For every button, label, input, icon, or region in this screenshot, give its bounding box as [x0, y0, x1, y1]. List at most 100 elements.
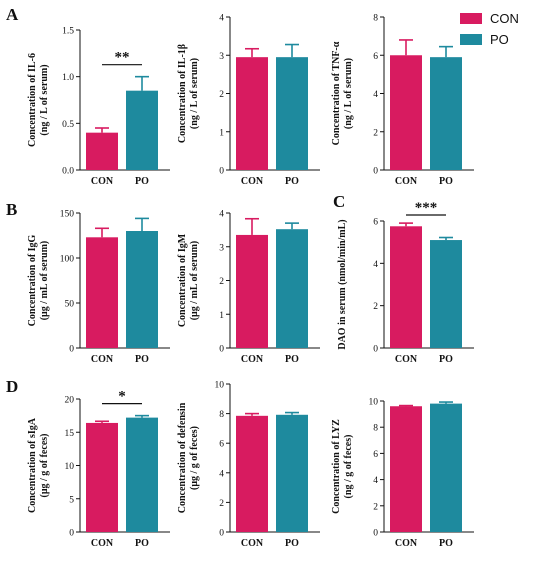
- bar-con: [236, 234, 268, 348]
- bar-po: [276, 57, 308, 170]
- y-tick-label: 15: [65, 429, 75, 439]
- bar-con: [390, 55, 422, 170]
- chart-3: 0 2 4 6 8 Concentration of TNF-α (ng / L of se…: [331, 14, 474, 187]
- legend: CON PO: [460, 11, 519, 47]
- bar-po: [430, 403, 462, 532]
- chart-7: 0 5 10 15 20 Concentration of sIgA (μg / g of …: [27, 389, 170, 549]
- y-axis-label: Concentration of IL-1β: [177, 44, 188, 143]
- y-tick-label: 2: [219, 277, 224, 287]
- bar-po: [126, 231, 158, 348]
- y-tick-label: 3: [219, 243, 224, 253]
- significance-label: **: [115, 50, 130, 66]
- legend-label-con: CON: [490, 11, 519, 26]
- y-tick-label: 4: [373, 476, 378, 486]
- y-tick-label: 6: [373, 450, 378, 460]
- y-tick-label: 10: [369, 398, 379, 408]
- bar-po: [430, 57, 462, 170]
- panel-letter-b: B: [6, 200, 17, 219]
- y-tick-label: 4: [373, 260, 378, 270]
- significance-label: ***: [415, 200, 438, 216]
- y-tick-label: 20: [65, 396, 75, 406]
- bar-po: [126, 90, 158, 170]
- y-tick-label: 8: [373, 424, 378, 434]
- y-axis-label: (μg / g of feces): [39, 434, 50, 498]
- y-tick-label: 0: [373, 345, 378, 355]
- y-axis-label: Concentration of defensin: [177, 402, 188, 513]
- y-tick-label: 10: [215, 381, 225, 391]
- y-tick-label: 2: [373, 302, 378, 312]
- category-label: CON: [395, 538, 418, 549]
- y-axis-label: Concentration of TNF-α: [331, 41, 342, 145]
- chart-8: 0 2 4 6 8 10 Concentration of defensin (μg / g …: [177, 381, 320, 549]
- category-label: CON: [241, 538, 264, 549]
- bar-con: [86, 422, 118, 532]
- bar-con: [390, 226, 422, 348]
- y-tick-label: 50: [65, 300, 75, 310]
- y-axis-label: (μg / mL of serum): [189, 241, 200, 321]
- y-tick-label: 4: [219, 14, 224, 24]
- y-axis-label: Concentration of LYZ: [331, 419, 342, 514]
- y-axis-label: Concentration of IgG: [27, 234, 38, 326]
- y-axis-label: Concentration of sIgA: [27, 417, 38, 513]
- panel-letter-c: C: [333, 192, 345, 211]
- bar-con: [86, 132, 118, 170]
- chart-4: 0 50 100 150 Concentration of IgG (μg / mL of…: [27, 210, 170, 365]
- category-label: CON: [241, 176, 264, 187]
- category-label: PO: [439, 176, 453, 187]
- y-tick-label: 1: [219, 311, 224, 321]
- category-label: CON: [241, 354, 264, 365]
- y-tick-label: 2: [219, 90, 224, 100]
- chart-5: 0 1 2 3 4 Concentration of IgM (μg / mL of ser…: [177, 210, 320, 365]
- bar-po: [276, 229, 308, 348]
- y-tick-label: 0: [219, 529, 224, 539]
- category-label: PO: [135, 538, 149, 549]
- bar-con: [86, 237, 118, 348]
- bar-con: [236, 57, 268, 170]
- panel-letter-a: A: [6, 5, 19, 24]
- y-axis-label: (ng / L of serum): [343, 58, 354, 129]
- category-label: CON: [91, 176, 114, 187]
- y-tick-label: 4: [219, 210, 224, 220]
- chart-1: 0.0 0.5 1.0 1.5 Concentration of IL-6 (ng / L…: [27, 27, 170, 187]
- y-tick-label: 0: [219, 167, 224, 177]
- category-label: CON: [395, 354, 418, 365]
- y-tick-label: 0: [69, 345, 74, 355]
- y-tick-label: 0: [69, 529, 74, 539]
- y-axis-label: (μg / mL of serum): [39, 241, 50, 321]
- y-tick-label: 6: [373, 218, 378, 228]
- y-tick-label: 8: [373, 14, 378, 24]
- chart-9: 0 2 4 6 8 10 Concentration of LYZ (ng / g of fe…: [331, 398, 474, 549]
- y-axis-label: (ng / L of serum): [189, 58, 200, 129]
- category-label: PO: [285, 176, 299, 187]
- y-tick-label: 0.5: [62, 120, 74, 130]
- bar-po: [126, 417, 158, 532]
- y-tick-label: 0: [373, 529, 378, 539]
- y-axis-label: Concentration of IL-6: [27, 53, 38, 147]
- y-tick-label: 3: [219, 52, 224, 62]
- bar-con: [390, 406, 422, 532]
- y-tick-label: 4: [219, 469, 224, 479]
- category-label: PO: [135, 354, 149, 365]
- y-tick-label: 5: [69, 495, 74, 505]
- y-tick-label: 2: [373, 502, 378, 512]
- y-tick-label: 1: [219, 128, 224, 138]
- y-tick-label: 6: [219, 440, 224, 450]
- y-tick-label: 2: [373, 128, 378, 138]
- y-tick-label: 4: [373, 90, 378, 100]
- category-label: PO: [285, 354, 299, 365]
- bar-con: [236, 415, 268, 532]
- y-tick-label: 2: [219, 499, 224, 509]
- y-tick-label: 100: [60, 255, 75, 265]
- category-label: PO: [439, 538, 453, 549]
- y-axis-label: (μg / g of feces): [189, 426, 200, 490]
- significance-label: *: [118, 389, 126, 405]
- y-tick-label: 0.0: [62, 167, 74, 177]
- category-label: CON: [91, 354, 114, 365]
- bar-po: [276, 414, 308, 532]
- category-label: CON: [395, 176, 418, 187]
- legend-swatch-po: [460, 34, 482, 45]
- y-tick-label: 150: [60, 210, 75, 220]
- legend-swatch-con: [460, 13, 482, 24]
- y-tick-label: 8: [219, 410, 224, 420]
- y-axis-label: (ng / g of feces): [343, 435, 354, 499]
